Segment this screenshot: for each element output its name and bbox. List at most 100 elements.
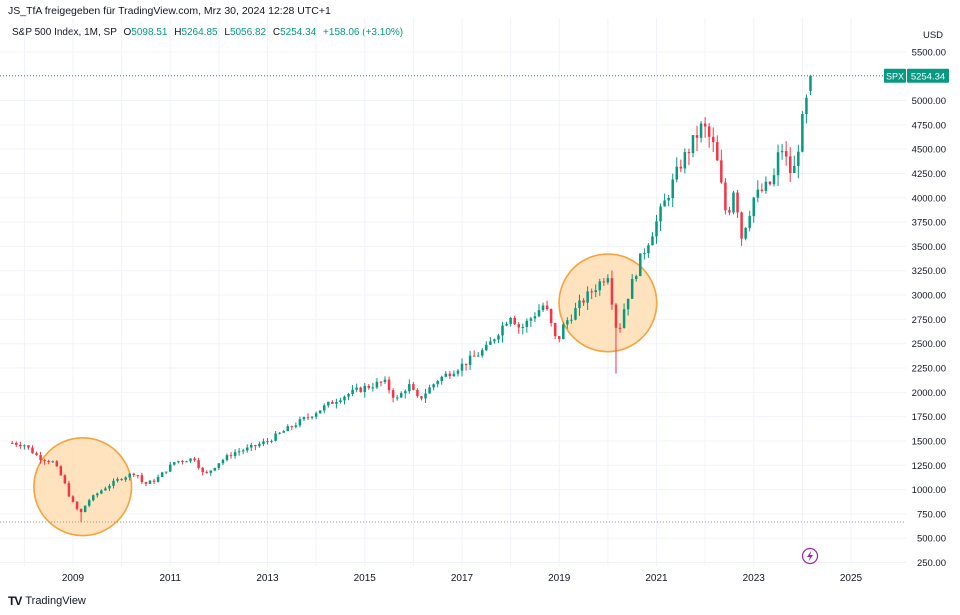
candle-down[interactable] (75, 501, 79, 509)
candle-up[interactable] (529, 318, 533, 321)
candle-up[interactable] (383, 379, 387, 382)
candle-down[interactable] (420, 396, 423, 399)
candle-down[interactable] (513, 317, 516, 325)
candle-up[interactable] (217, 463, 221, 468)
candle-up[interactable] (651, 236, 654, 246)
candle-up[interactable] (570, 319, 573, 321)
candle-up[interactable] (355, 387, 358, 390)
candle-down[interactable] (687, 152, 691, 154)
candle-up[interactable] (489, 341, 492, 345)
candle-down[interactable] (412, 384, 415, 390)
candle-up[interactable] (371, 387, 375, 389)
candle-up[interactable] (310, 416, 314, 418)
candle-up[interactable] (675, 166, 679, 180)
candle-up[interactable] (233, 452, 237, 457)
candle-down[interactable] (71, 496, 75, 502)
candle-up[interactable] (395, 397, 399, 399)
candle-down[interactable] (43, 460, 46, 462)
candle-down[interactable] (740, 212, 743, 239)
candle-up[interactable] (87, 500, 91, 506)
candle-up[interactable] (634, 276, 638, 279)
candle-down[interactable] (59, 466, 63, 476)
candle-down[interactable] (768, 181, 772, 185)
candle-up[interactable] (104, 488, 107, 491)
candle-up[interactable] (797, 151, 800, 166)
candle-down[interactable] (724, 182, 727, 211)
candle-down[interactable] (359, 387, 362, 392)
candle-up[interactable] (586, 291, 589, 303)
candle-up[interactable] (683, 152, 687, 169)
candle-up[interactable] (262, 441, 265, 444)
candle-up[interactable] (424, 393, 427, 399)
candle-up[interactable] (594, 290, 597, 293)
candle-up[interactable] (659, 206, 662, 222)
candle-up[interactable] (408, 384, 411, 392)
candle-up[interactable] (566, 320, 569, 325)
candle-up[interactable] (793, 165, 796, 174)
candle-up[interactable] (606, 278, 610, 283)
candle-down[interactable] (517, 324, 520, 328)
candle-down[interactable] (152, 480, 156, 482)
candle-down[interactable] (720, 160, 723, 183)
candle-down[interactable] (784, 151, 788, 157)
candle-down[interactable] (15, 442, 18, 445)
candle-down[interactable] (379, 381, 383, 383)
candle-down[interactable] (695, 135, 699, 138)
candle-up[interactable] (639, 253, 642, 277)
candle-down[interactable] (472, 355, 476, 357)
candle-down[interactable] (610, 278, 614, 305)
candle-down[interactable] (590, 291, 593, 293)
candle-down[interactable] (760, 189, 764, 191)
candle-up[interactable] (100, 490, 103, 494)
candle-up[interactable] (574, 308, 577, 320)
candle-up[interactable] (537, 310, 541, 317)
candle-down[interactable] (79, 508, 83, 513)
candle-down[interactable] (67, 483, 71, 497)
candle-up[interactable] (237, 451, 241, 453)
candle-up[interactable] (404, 391, 407, 394)
candle-down[interactable] (711, 136, 715, 143)
candle-up[interactable] (177, 460, 180, 463)
candle-up[interactable] (562, 324, 565, 340)
candle-down[interactable] (367, 385, 371, 388)
candle-up[interactable] (399, 393, 403, 398)
candle-up[interactable] (809, 75, 812, 91)
candle-up[interactable] (51, 461, 54, 463)
candle-up[interactable] (772, 175, 776, 185)
candle-up[interactable] (578, 300, 581, 309)
candle-up[interactable] (298, 419, 302, 426)
candle-down[interactable] (290, 426, 294, 428)
candle-down[interactable] (181, 460, 184, 462)
candle-down[interactable] (387, 379, 391, 391)
candle-down[interactable] (728, 210, 731, 213)
candle-up[interactable] (318, 410, 322, 414)
candle-up[interactable] (351, 389, 354, 394)
candle-up[interactable] (322, 405, 326, 411)
candle-up[interactable] (647, 245, 650, 254)
candle-up[interactable] (744, 227, 747, 239)
candle-up[interactable] (667, 198, 670, 201)
candle-up[interactable] (780, 151, 784, 153)
candle-up[interactable] (732, 192, 735, 213)
candle-up[interactable] (428, 387, 431, 394)
candle-up[interactable] (274, 433, 277, 441)
candle-up[interactable] (270, 440, 273, 442)
candle-up[interactable] (213, 467, 217, 471)
candle-down[interactable] (545, 305, 549, 310)
candle-up[interactable] (245, 447, 249, 451)
candle-up[interactable] (663, 200, 666, 207)
candle-up[interactable] (185, 461, 188, 463)
candle-up[interactable] (108, 485, 111, 489)
candle-up[interactable] (525, 320, 529, 327)
candle-up[interactable] (347, 393, 350, 397)
candle-down[interactable] (549, 309, 553, 323)
candle-down[interactable] (464, 363, 468, 365)
candle-down[interactable] (416, 389, 419, 397)
candle-up[interactable] (505, 324, 508, 326)
candle-down[interactable] (391, 390, 395, 398)
candle-down[interactable] (193, 458, 196, 461)
candle-up[interactable] (278, 432, 281, 434)
candle-up[interactable] (241, 450, 245, 452)
candle-up[interactable] (160, 472, 164, 477)
candle-up[interactable] (258, 443, 261, 447)
